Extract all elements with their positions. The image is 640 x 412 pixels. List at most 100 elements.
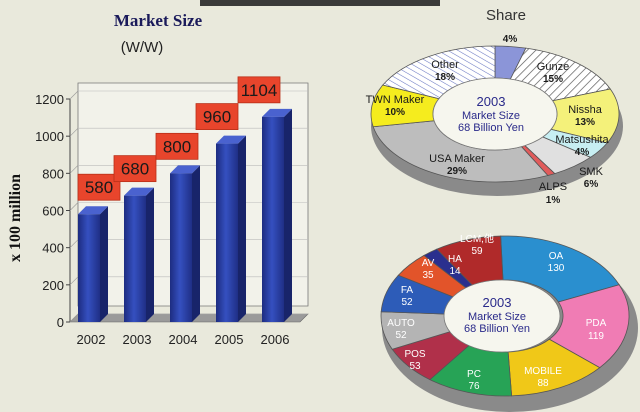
app-label-value: 53 [409, 361, 421, 372]
app-slice-0 [500, 235, 620, 303]
y-tick-label: 0 [57, 315, 64, 330]
bar-top [216, 135, 246, 144]
bar-value-label: 800 [163, 137, 191, 156]
share-chart-title: Share [486, 7, 526, 24]
app-center-line3: 68 Billion Yen [464, 323, 530, 335]
bar-grid-diag [69, 90, 79, 100]
x-category-label: 2004 [169, 332, 198, 347]
app-label-value: 14 [449, 266, 461, 277]
bar-2005 [216, 135, 246, 322]
x-category-label: 2005 [215, 332, 244, 347]
bar-chart-y-axis-label: x 100 million [7, 174, 24, 262]
share-label-value: 18% [435, 72, 455, 83]
share-label-value: 1% [546, 195, 561, 206]
bar-front [124, 195, 146, 322]
share-label-value: 4% [575, 147, 590, 158]
app-label-name: PC [467, 369, 481, 380]
bar-front [170, 173, 192, 322]
share-center-line2: Market Size [462, 110, 520, 122]
y-tick-label: 600 [42, 204, 64, 219]
app-label-name: OA [549, 251, 564, 262]
y-tick-label: 200 [42, 278, 64, 293]
share-label-name: TWN Maker [366, 94, 425, 106]
share-label-name: USA Maker [429, 153, 485, 165]
app-label-name: PDA [586, 318, 607, 329]
share-label-value: 15% [543, 74, 563, 85]
bar-2002 [78, 206, 108, 322]
bar-2003 [124, 187, 154, 322]
bar-value-label-box [237, 76, 281, 104]
bar-2004 [170, 165, 200, 322]
bar-side [238, 135, 246, 322]
app-label-name: LCM,他 [460, 232, 494, 245]
bar-top [170, 165, 200, 174]
share-label-name: ALPS [539, 181, 567, 193]
bar-front [262, 116, 284, 322]
share-donut-hole [432, 77, 558, 151]
bar-grid-diag [69, 165, 79, 174]
x-category-label: 2003 [123, 332, 152, 347]
bar-2006 [262, 108, 292, 322]
bar-grid-diag [69, 239, 79, 248]
share-label-value: 13% [575, 117, 595, 128]
bar-value-label: 680 [121, 160, 149, 179]
bar-value-label-box [195, 103, 239, 130]
share-donut-chart: Share 2003 Market Size 68 Billion Yen 4%… [366, 7, 623, 206]
bar-top [124, 187, 154, 196]
bar-grid-diag [69, 313, 79, 323]
bar-grid-diag [69, 127, 79, 137]
bar-value-label: 960 [203, 108, 231, 127]
bar-side [192, 165, 200, 322]
app-label-name: POS [404, 349, 425, 360]
app-label-value: 52 [395, 330, 407, 341]
app-label-value: 76 [468, 381, 480, 392]
bar-chart-title: Market Size [114, 11, 203, 30]
app-label-name: AV [422, 258, 435, 269]
app-donut-hole [443, 279, 561, 353]
bar-value-label: 580 [85, 178, 113, 197]
bar-value-label-box [113, 155, 157, 183]
y-tick-label: 1200 [35, 92, 64, 107]
x-category-label: 2002 [77, 332, 106, 347]
top-banner [200, 0, 440, 6]
app-label-value: 35 [422, 270, 434, 281]
market-size-bar-chart: Market Size (W/W) x 100 million 0 200 400 6… [7, 11, 309, 347]
bar-value-label-box [77, 173, 121, 201]
x-category-label: 2006 [261, 332, 290, 347]
app-label-name: HA [448, 254, 462, 265]
app-center-line2: Market Size [468, 311, 526, 323]
share-label-value: 29% [447, 166, 467, 177]
bar-top [262, 108, 292, 117]
y-tick-label: 400 [42, 241, 64, 256]
app-label-value: 59 [471, 246, 483, 257]
share-label-name: Nissha [568, 104, 603, 116]
app-label-name: FA [401, 285, 414, 296]
bar-side [284, 108, 292, 322]
share-label-name: Other [431, 59, 459, 71]
app-center-year: 2003 [483, 295, 512, 310]
bar-grid-diag [69, 276, 79, 286]
share-label-value: 4% [503, 34, 518, 45]
app-label-value: 119 [588, 331, 604, 342]
y-tick-label: 800 [42, 166, 64, 181]
app-label-value: 130 [548, 263, 565, 274]
share-label-name: SMK [579, 166, 604, 178]
bar-side [100, 206, 108, 322]
bar-chart-subtitle: (W/W) [121, 39, 163, 56]
app-label-value: 88 [537, 378, 549, 389]
bar-grid-diag [69, 202, 79, 211]
bar-value-label-box [155, 132, 199, 160]
bar-top [78, 206, 108, 215]
share-label-name: Matsushita [555, 134, 609, 146]
bar-front [78, 214, 100, 322]
share-label-value: 6% [584, 179, 599, 190]
app-label-name: MOBILE [524, 366, 562, 377]
app-label-value: 52 [401, 297, 413, 308]
app-label-name: AUTO [387, 318, 415, 329]
bar-front [216, 143, 238, 322]
y-tick-label: 1000 [35, 129, 64, 144]
share-label-name: Gunze [537, 61, 569, 73]
bar-side [146, 187, 154, 322]
